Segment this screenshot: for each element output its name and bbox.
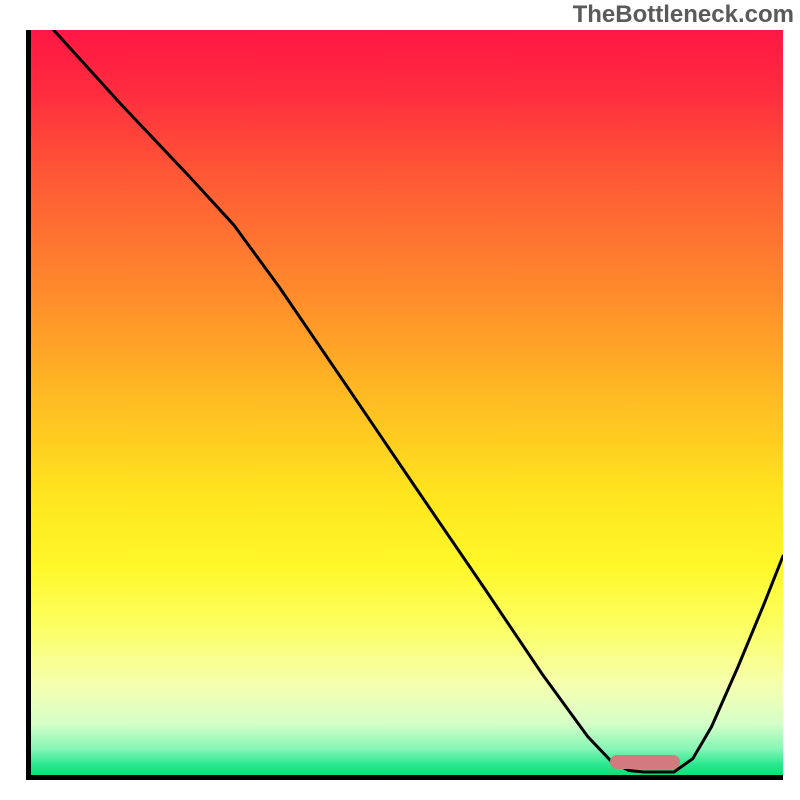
optimal-range-marker bbox=[610, 755, 680, 769]
y-axis-line bbox=[26, 30, 31, 780]
x-axis-line bbox=[26, 775, 783, 780]
chart-plot-area bbox=[31, 30, 783, 775]
watermark-text: TheBottleneck.com bbox=[573, 1, 794, 29]
chart-curve bbox=[31, 30, 783, 775]
